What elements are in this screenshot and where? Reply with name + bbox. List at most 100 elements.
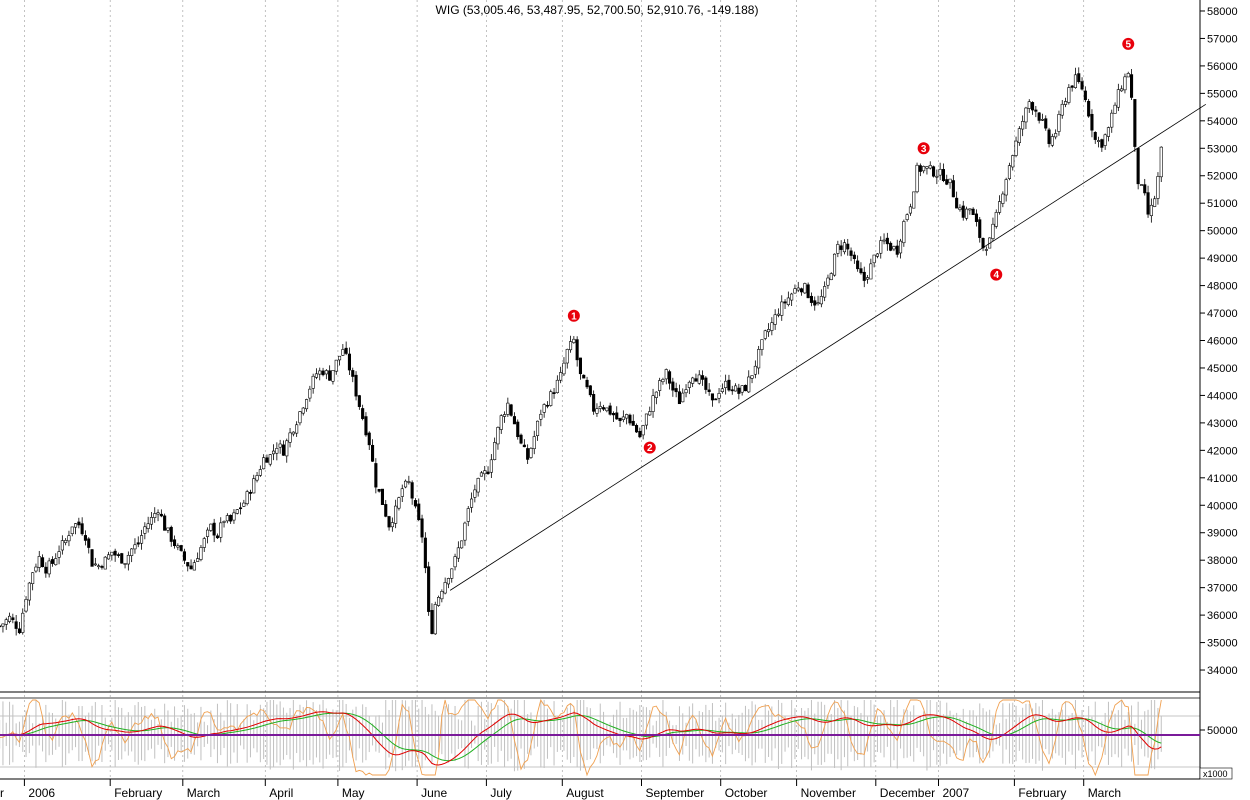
candle-body [318,370,322,375]
candle-body [239,507,243,510]
candle-body [74,523,78,528]
price-axis-ticks: 34000 35000 36000 37000 38000 39000 40000 41000… [1200,6,1238,677]
candle-body [697,374,701,384]
month-label: 2007 [943,786,970,800]
candle-body [912,191,916,209]
candle-body [166,527,170,531]
candle-body [978,219,982,238]
candle-body [849,250,853,256]
candle-body [605,407,609,412]
candle-body [981,237,985,249]
candle-body [625,414,629,419]
month-label: October [725,786,768,800]
candle-body [116,554,120,556]
candle-body [430,610,434,634]
candle-body [1146,192,1150,215]
candle-body [519,434,523,444]
candle-body [1064,101,1068,105]
candle-body [502,414,507,417]
candle-body [4,619,8,625]
candle-body [664,369,668,380]
candle-body [120,553,124,564]
candle-body [1047,129,1051,144]
candle-body [479,472,484,477]
candle-body [677,391,682,405]
candle-body [806,284,810,299]
candle-body [64,540,68,544]
candle-body [1113,104,1117,114]
oscillator-line [0,698,1162,777]
candle-body [648,411,652,416]
candle-body [1040,119,1044,121]
price-panel: 34000 35000 36000 37000 38000 39000 40000 41000… [0,0,1238,692]
candle-body [427,566,431,612]
month-label: March [187,786,220,800]
candle-body [232,512,236,521]
candle-body [961,205,965,218]
candle-body [8,615,12,622]
candle-body [413,500,418,507]
candle-body [331,370,335,382]
candle-body [341,349,345,356]
candle-body [526,448,530,460]
candle-body [87,538,91,548]
candle-body [509,404,513,416]
candle-body [667,371,672,384]
candle-body [1050,136,1054,146]
candle-body [522,444,526,448]
candle-body [823,286,827,298]
candle-body [433,604,437,635]
candle-body [865,277,870,280]
price-tick-label: 44000 [1207,390,1238,402]
candle-body [436,597,441,606]
candle-body [575,339,579,361]
candle-body [496,427,500,445]
candle-body [248,491,252,494]
candle-body [641,425,645,436]
candle-body [658,380,662,391]
candle-body [578,357,583,375]
candle-body [486,471,490,475]
candle-body [285,440,289,457]
candle-body [542,404,546,413]
candle-body [380,488,385,505]
candle-body [852,254,856,260]
candle-body [493,442,497,460]
candle-body [684,389,688,394]
candle-body [535,420,540,436]
candle-body [1017,128,1021,144]
candle-body [361,408,365,419]
candle-body [27,582,31,601]
candle-body [733,385,738,392]
candle-body [862,271,866,281]
candle-body [1044,118,1048,129]
candle-body [859,268,863,274]
candle-body [720,388,724,392]
candle-body [364,416,368,436]
candle-body [1034,109,1038,112]
candle-body [37,556,41,568]
candle-body [654,391,658,398]
candle-body [938,168,942,176]
candle-body [499,415,503,430]
candle-body [618,417,622,421]
candle-body [955,197,959,209]
candle-body [242,502,246,507]
candle-body [387,516,391,528]
candle-body [304,399,309,410]
candle-body [687,381,691,388]
price-tick-label: 37000 [1207,583,1238,595]
candle-body [615,412,619,420]
candle-body [1031,102,1035,111]
candle-body [136,542,140,545]
candle-body [568,341,573,351]
candle-body [460,540,464,549]
candle-body [714,398,718,401]
month-label: September [646,786,705,800]
candle-body [476,478,480,493]
candle-body [133,544,137,550]
price-tick-label: 55000 [1207,88,1238,100]
candle-body [370,444,375,462]
candle-body [423,537,427,569]
candle-body [704,377,708,390]
